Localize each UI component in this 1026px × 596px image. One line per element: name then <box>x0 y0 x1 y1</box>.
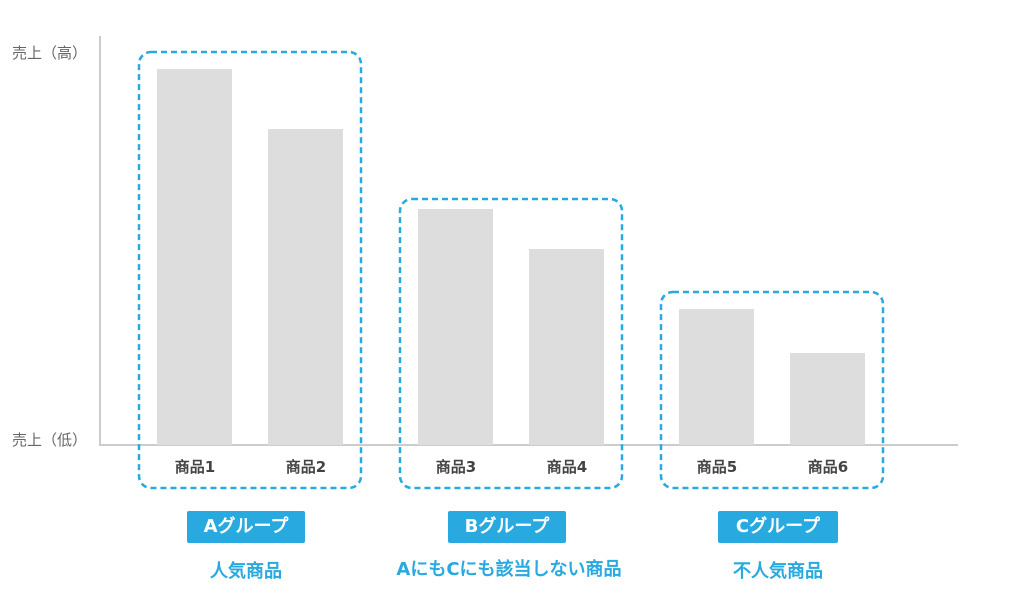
group-c-frame <box>659 290 885 490</box>
group-a-frame <box>137 50 363 490</box>
y-axis-bottom-label: 売上（低） <box>12 431 88 449</box>
category-label-2: 商品2 <box>285 458 327 476</box>
group-a-badge: Aグループ <box>187 511 305 543</box>
bar-1 <box>157 69 232 445</box>
category-label-5: 商品5 <box>696 458 738 476</box>
bar-4 <box>529 249 604 445</box>
bar-5 <box>679 309 754 445</box>
group-b-badge: Bグループ <box>448 511 566 543</box>
category-label-4: 商品4 <box>546 458 588 476</box>
category-label-1: 商品1 <box>174 458 216 476</box>
y-axis-top-label: 売上（高） <box>12 44 88 62</box>
group-a-description: 人気商品 <box>210 561 282 582</box>
category-label-3: 商品3 <box>435 458 477 476</box>
bar-6 <box>790 353 865 445</box>
group-b-description: AにもCにも該当しない商品 <box>396 559 622 580</box>
bar-2 <box>268 129 343 445</box>
bar-3 <box>418 209 493 445</box>
category-label-6: 商品6 <box>807 458 849 476</box>
group-c-description: 不人気商品 <box>733 561 823 582</box>
group-c-badge: Cグループ <box>718 511 838 543</box>
